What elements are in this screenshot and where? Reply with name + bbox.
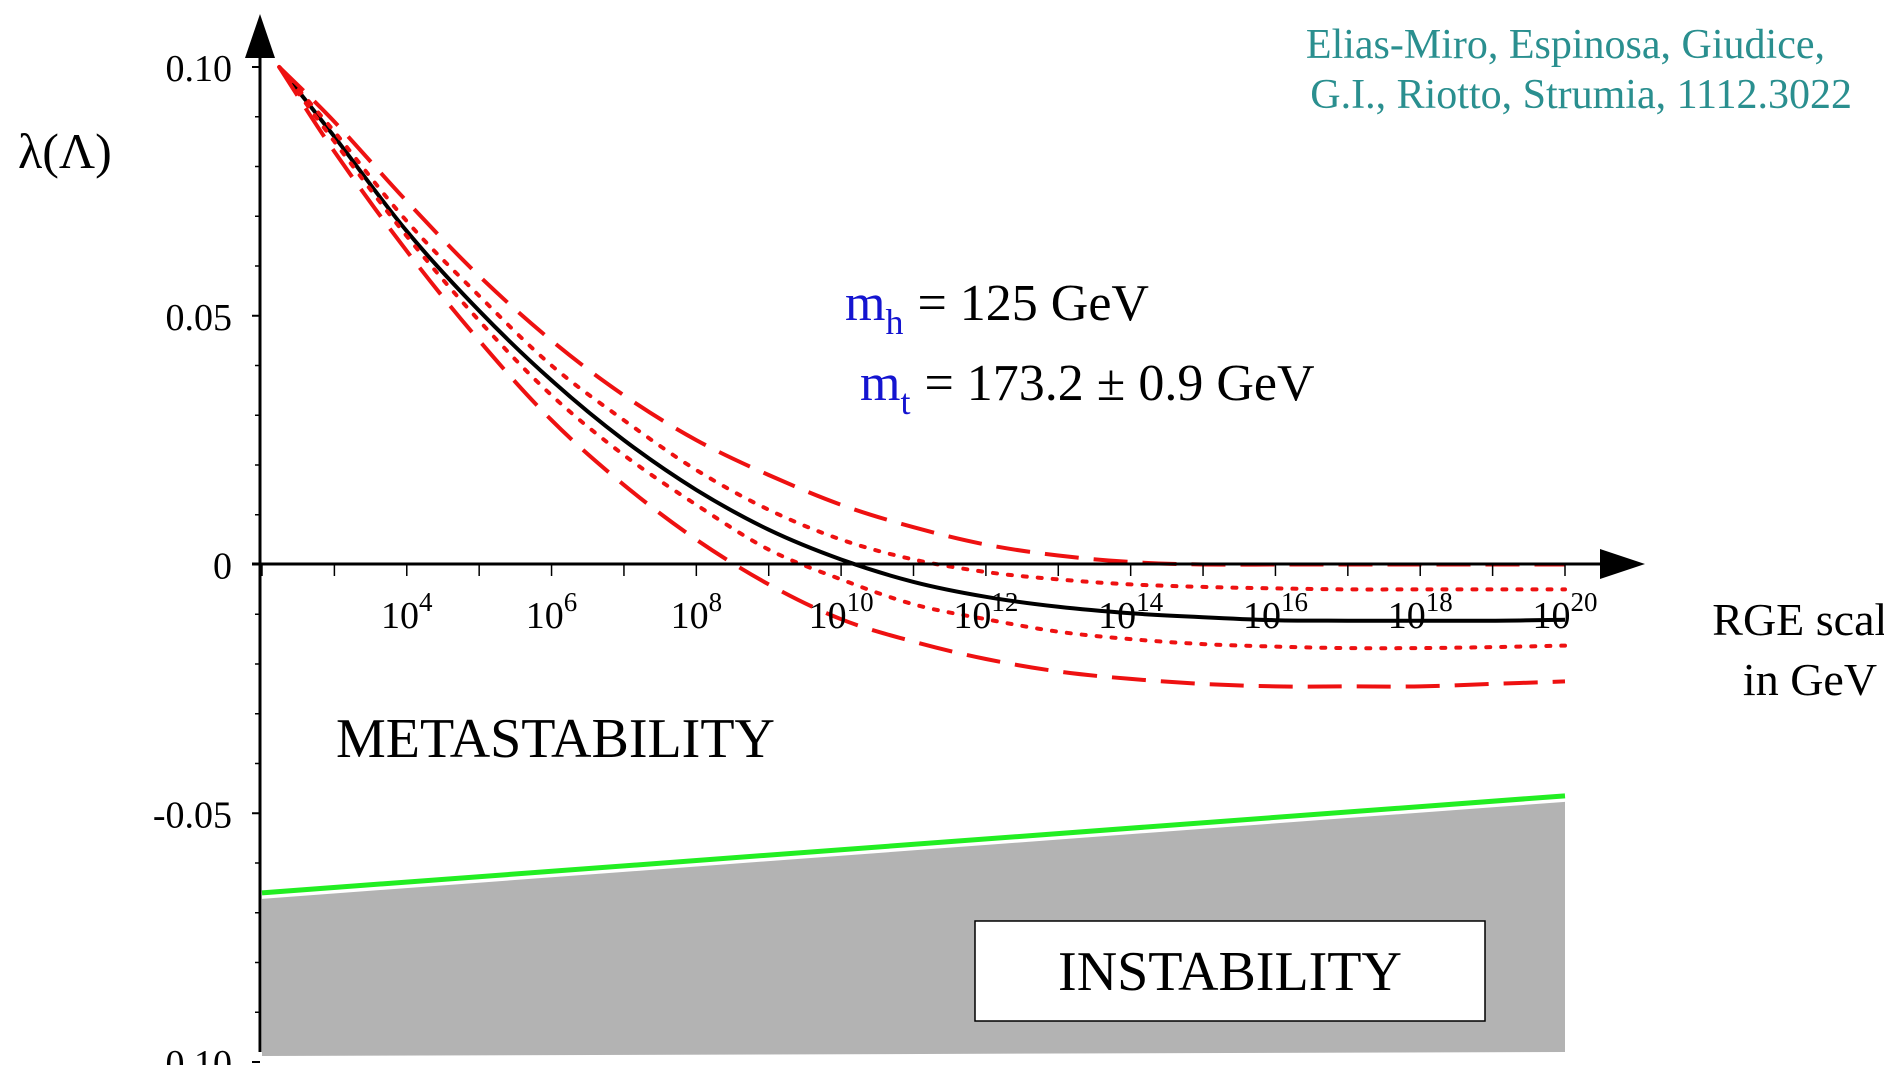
mt-symbol: m [860,355,900,412]
metastability-label: METASTABILITY [336,708,775,770]
x-tick-label: 1010 [809,587,874,637]
x-tick-label: 1014 [1098,587,1164,637]
instability-label: INSTABILITY [1058,941,1402,1003]
dashed-band-curve-4 [277,65,1566,689]
instability-label-box [974,920,1486,1022]
y-tick-label: 0.10 [166,48,233,90]
y-axis-arrowhead [245,14,275,58]
x-tick-label: 108 [671,587,723,637]
curves-group [277,65,1567,689]
citation-line-2: G.I., Riotto, Strumia, 1112.3022 [1310,72,1852,118]
x-axis-arrowhead [1600,549,1645,579]
x-tick-label: 1012 [953,587,1018,637]
mh-label: mh = 125 GeV [845,275,1149,342]
x-axis-label-line1: RGE scale [1712,594,1884,645]
mt-subscript: t [900,382,910,422]
y-tick-label: 0 [213,546,232,588]
y-tick-label: -0.10 [153,1043,232,1065]
y-axis-label: λ(Λ) [18,123,112,179]
x-tick-label: 1016 [1243,587,1308,637]
x-axis-label-line2: in GeV [1743,654,1877,705]
x-tick-label: 1018 [1388,587,1453,637]
central-curve [277,65,1566,623]
mt-label: mt = 173.2 ± 0.9 GeV [860,355,1315,422]
mh-subscript: h [885,302,903,342]
ticks-group: 0.10 0.05 0 -0.05 -0.10 104 106 108 1010 1012 1014… [153,48,1598,1065]
y-tick-label: -0.05 [153,794,232,836]
dotted-band-curve-2 [277,65,1567,651]
x-tick-label: 1020 [1533,587,1598,637]
mt-value: = 173.2 ± 0.9 GeV [924,355,1314,412]
y-tick-label: 0.05 [166,297,233,339]
dotted-band-curve-1 [277,65,1567,592]
mh-symbol: m [845,275,885,332]
x-tick-label: 104 [381,587,433,637]
x-tick-label: 106 [526,587,578,637]
citation-line-1: Elias-Miro, Espinosa, Giudice, [1306,22,1825,68]
instability-boundary-line [261,793,1566,896]
mh-value: = 125 GeV [917,275,1149,332]
